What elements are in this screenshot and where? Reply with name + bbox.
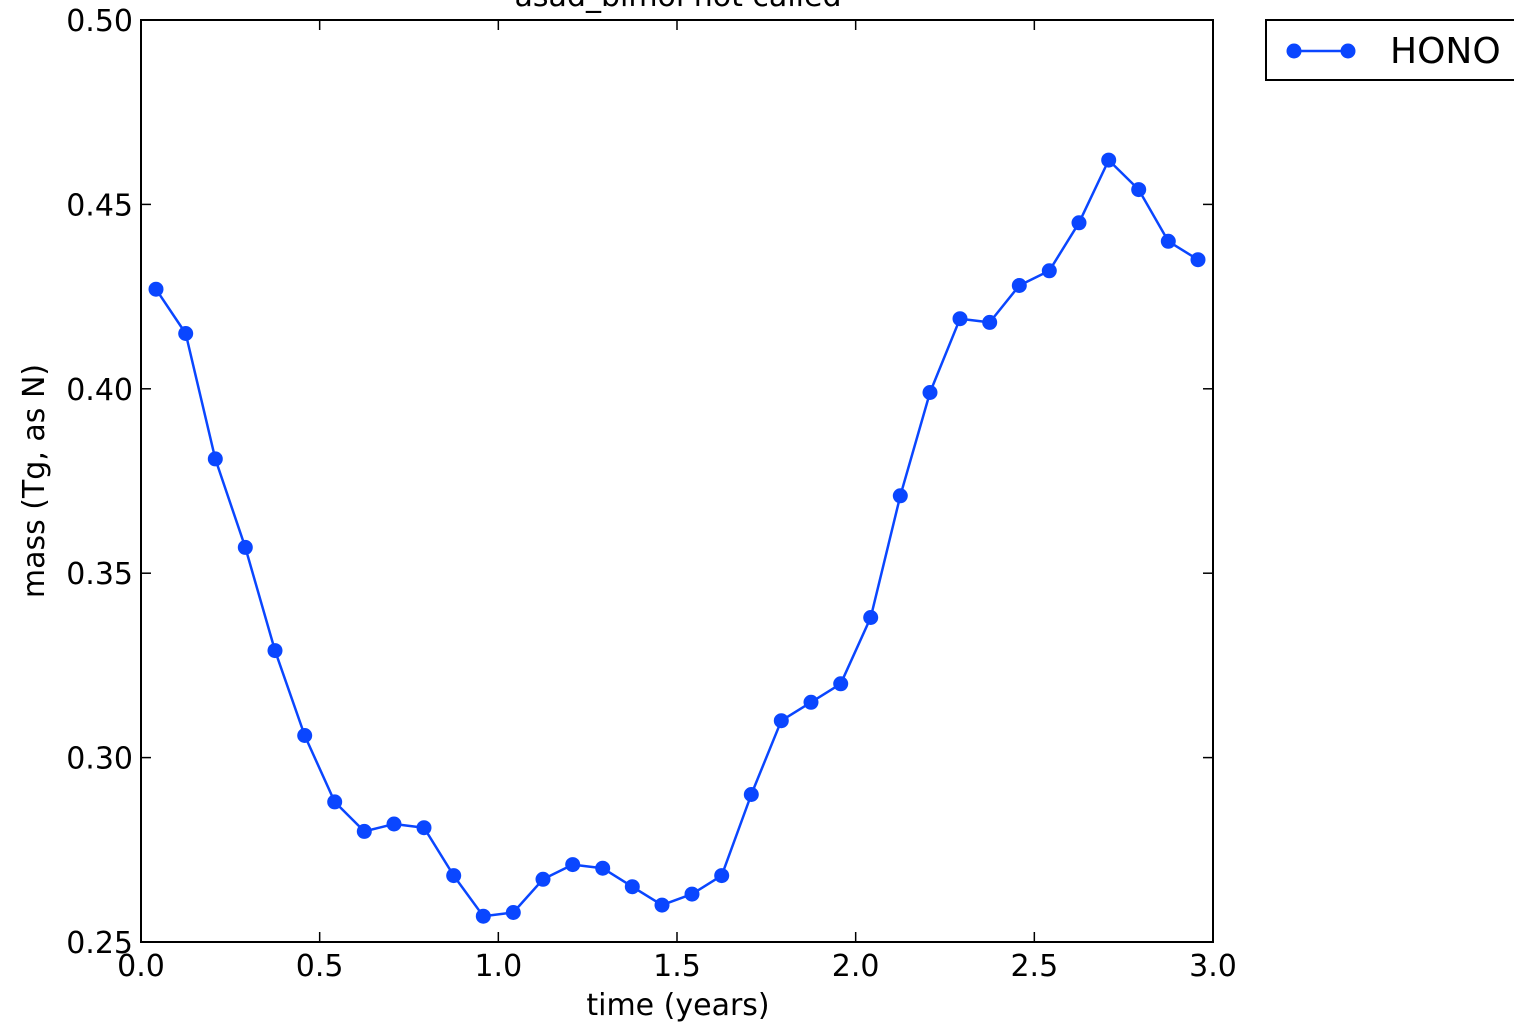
y-tick-label: 0.25 (66, 926, 133, 961)
data-point (267, 643, 283, 659)
data-point (773, 713, 789, 729)
data-point (1011, 278, 1027, 293)
data-point (952, 311, 968, 327)
y-tick-label: 0.50 (66, 4, 133, 39)
data-point (505, 905, 521, 920)
data-point (743, 787, 759, 802)
data-point (327, 794, 343, 810)
data-point (446, 868, 462, 884)
data-point (595, 860, 611, 876)
data-point (1041, 263, 1057, 279)
data-point (207, 451, 223, 467)
data-point (535, 871, 551, 887)
data-point (386, 816, 402, 832)
data-point (565, 857, 581, 873)
x-axis-label: time (years) (586, 988, 769, 1023)
data-point (1160, 233, 1176, 249)
y-tick-label: 0.30 (66, 742, 133, 777)
axis-ticks: 0.0 0.5 1.0 1.5 2.0 2.5 3.0 0.25 0.30 0.35 0.40 0.4… (66, 4, 1237, 984)
data-point (1101, 152, 1117, 168)
data-point (237, 539, 253, 555)
data-point (863, 610, 879, 625)
chart-title: asad_bimol not called (515, 0, 842, 14)
x-tick-label: 0.5 (296, 949, 344, 984)
x-tick-label: 2.0 (832, 949, 880, 984)
data-point (416, 820, 432, 836)
y-tick-label: 0.40 (66, 373, 133, 408)
data-point (922, 385, 938, 400)
legend-marker-hono (1340, 43, 1356, 59)
data-point (654, 897, 670, 913)
y-tick-label: 0.45 (66, 188, 133, 223)
data-point (624, 879, 640, 895)
data-point (982, 314, 998, 330)
x-tick-label: 1.0 (474, 949, 522, 984)
data-point (803, 694, 819, 710)
data-point (833, 676, 849, 692)
data-point (1190, 252, 1206, 268)
data-point (892, 488, 908, 504)
x-tick-label: 2.5 (1010, 949, 1058, 984)
data-point (684, 886, 700, 902)
legend: HONO (1265, 19, 1514, 81)
x-tick-label: 1.5 (653, 949, 701, 984)
y-tick-label: 0.35 (66, 557, 133, 592)
data-point (148, 281, 164, 297)
data-point (1131, 182, 1147, 198)
x-tick-label: 3.0 (1189, 949, 1237, 984)
data-point (178, 326, 194, 341)
y-axis-label: mass (Tg, as N) (17, 364, 52, 598)
legend-label-hono: HONO (1390, 31, 1501, 72)
data-point (475, 908, 491, 924)
legend-marker-hono (1286, 43, 1302, 59)
data-point (714, 868, 730, 884)
data-point (1071, 215, 1087, 231)
data-point (356, 823, 372, 839)
x-tick-label: 0.0 (117, 949, 165, 984)
data-point (297, 728, 313, 743)
plot-marks (148, 152, 1206, 924)
